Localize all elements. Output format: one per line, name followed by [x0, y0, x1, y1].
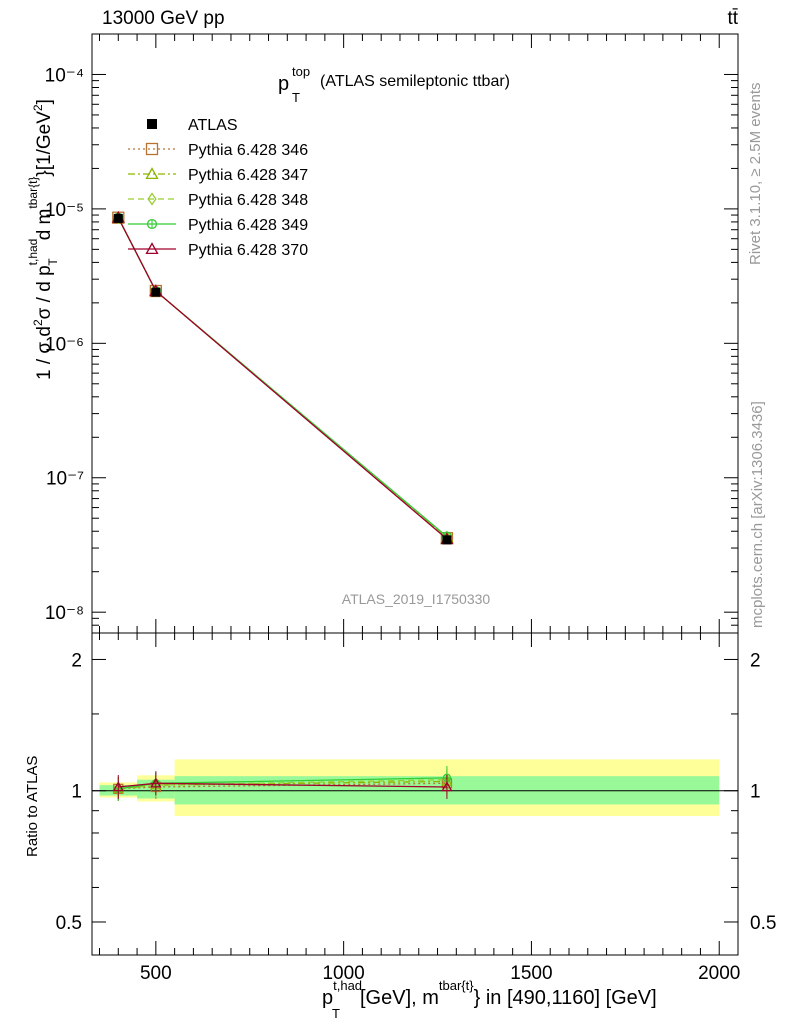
- energy-label: 13000 GeV pp: [102, 8, 225, 29]
- rivet-label: Rivet 3.1.10, ≥ 2.5M events: [747, 83, 764, 266]
- ratio-ytick-label: 2: [71, 650, 82, 671]
- legend-entry: Pythia 6.428 347: [128, 167, 308, 184]
- ratio-ytick-label-right: 2: [750, 650, 761, 671]
- ratio-ytick-label-right: 0.5: [750, 913, 776, 934]
- main-ytick-label: 10⁻⁶: [45, 334, 84, 355]
- ratio-series-layer: [112, 765, 453, 801]
- main-data-point: [113, 213, 123, 223]
- main-ytick-label: 10⁻⁴: [45, 65, 84, 86]
- legend-entry: ATLAS: [147, 117, 238, 134]
- main-ylabel-part-1: 1 / σ d2σ / d pt,had Td mtbar{t}}[1/GeV2]: [26, 99, 60, 380]
- ratio-axis-layer: 0.5 0.5 1 1 2 2 500 1000 1500 2000: [56, 633, 776, 984]
- title-sub: T: [292, 90, 300, 105]
- legend-marker: [146, 218, 158, 230]
- legend-marker: [145, 242, 159, 255]
- ratio-data-point: [150, 777, 162, 788]
- main-data-point: [442, 535, 452, 545]
- legend-marker: [145, 142, 159, 156]
- legend-label: Pythia 6.428 370: [188, 242, 308, 259]
- xtick-label: 2000: [698, 963, 740, 984]
- title-rest: (ATLAS semileptonic ttbar): [320, 73, 510, 90]
- ratio-series-line: [118, 782, 447, 790]
- ratio-data-point: [112, 781, 124, 792]
- legend-label: Pythia 6.428 347: [188, 167, 308, 184]
- ratio-band-layer: [99, 759, 720, 817]
- ratio-ytick-label: 0.5: [56, 913, 82, 934]
- main-ytick-label: 10⁻⁵: [45, 200, 84, 221]
- ratio-ylabel: Ratio to ATLAS: [24, 756, 41, 857]
- xtick-label: 500: [140, 963, 172, 984]
- main-series: [113, 213, 452, 545]
- main-axis-layer: 10⁻⁸ 10⁻⁷ 10⁻⁶ 10⁻⁵ 10⁻⁴: [45, 33, 738, 634]
- legend-label: Pythia 6.428 346: [188, 142, 308, 159]
- legend-entry: Pythia 6.428 346: [128, 142, 308, 159]
- ratio-series-line: [118, 780, 447, 790]
- main-series-layer: [111, 210, 454, 545]
- ratio-ytick-label-right: 1: [750, 782, 761, 803]
- xtick-label: 1000: [322, 963, 364, 984]
- ratio-ytick-label: 1: [71, 782, 82, 803]
- main-title: p top T (ATLAS semileptonic ttbar): [278, 64, 510, 105]
- xtick-label: 1500: [510, 963, 552, 984]
- legend-label: ATLAS: [188, 117, 238, 134]
- title-main: p: [278, 73, 289, 95]
- legend-entry: Pythia 6.428 370: [128, 242, 308, 259]
- legend: ATLAS Pythia 6.428 346 Pythia 6.428 347 Pyt…: [128, 117, 308, 259]
- ratio-series: [112, 771, 453, 799]
- legend-label: Pythia 6.428 349: [188, 217, 308, 234]
- analysis-watermark: ATLAS_2019_I1750330: [342, 591, 491, 607]
- main-ylabel: 1 / σ d2σ / d pt,had Td mtbar{t}}[1/GeV2]: [26, 99, 60, 380]
- ratio-panel-frame: [91, 632, 739, 956]
- main-ytick-label: 10⁻⁸: [45, 603, 84, 624]
- main-ytick-label: 10⁻⁷: [46, 469, 84, 490]
- mcplots-label: mcplots.cern.ch [arXiv:1306.3436]: [749, 401, 766, 628]
- main-data-point: [151, 287, 161, 297]
- legend-marker: [147, 119, 157, 129]
- legend-marker: [145, 167, 159, 180]
- legend-label: Pythia 6.428 348: [188, 192, 308, 209]
- process-label: tt̄: [727, 8, 738, 29]
- ratio-data-point: [441, 781, 453, 792]
- title-sup: top: [292, 64, 310, 79]
- legend-entry: Pythia 6.428 349: [128, 217, 308, 234]
- legend-marker: [147, 192, 157, 206]
- legend-entry: Pythia 6.428 348: [128, 192, 308, 209]
